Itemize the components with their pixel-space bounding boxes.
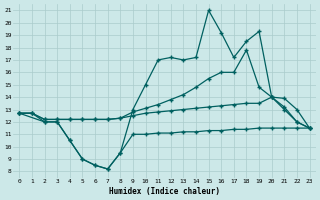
X-axis label: Humidex (Indice chaleur): Humidex (Indice chaleur) — [109, 187, 220, 196]
